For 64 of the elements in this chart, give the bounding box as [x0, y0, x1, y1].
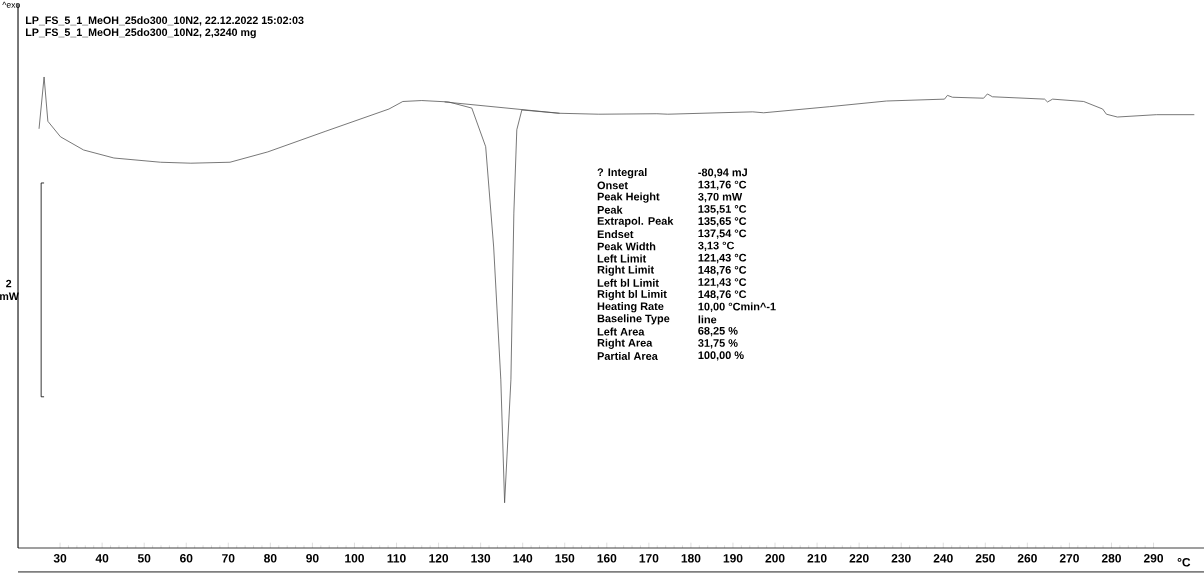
x-tick-label: 220 [849, 554, 869, 563]
annotation: Right bl Limit [597, 289, 667, 301]
chart-subtitle: LP_FS_5_1_MeOH_25do300_10N2, 2,3240 mg [25, 28, 256, 39]
x-tick-label: 70 [222, 554, 235, 563]
x-tick-label: 200 [765, 554, 785, 563]
x-tick-label: 270 [1059, 554, 1079, 563]
annotation: 3,13 °C [698, 241, 735, 251]
annotation: -80,94 mJ [698, 168, 747, 178]
x-tick-label: 120 [429, 554, 449, 563]
x-tick-label: 110 [387, 554, 406, 563]
annotation: Left Limit [597, 254, 647, 263]
annotation: 10,00 °Cmin^-1 [698, 302, 776, 313]
annotation: Left bl Limit [597, 278, 659, 287]
annotation: 148,76 °C [698, 266, 747, 276]
x-tick-label: 240 [933, 554, 953, 563]
annotation: 31,75 % [698, 339, 738, 349]
x-tick-label: 160 [597, 554, 617, 563]
annotation: 68,25 % [698, 326, 738, 337]
x-axis-title: °C [1177, 558, 1191, 567]
annotation: Right Limit [597, 265, 654, 276]
annotation: Baseline Type [597, 314, 670, 325]
text: 2 mW [0, 279, 19, 300]
text: ^exo [2, 1, 20, 8]
x-tick-label: 290 [1143, 554, 1164, 563]
annotation: 135,65 °C [698, 217, 747, 227]
x-tick-label: 170 [639, 554, 659, 563]
x-tick-label: 280 [1101, 554, 1121, 563]
annotation: Peak [597, 205, 623, 214]
annotation: Heating Rate [597, 302, 664, 313]
x-tick-label: 60 [180, 554, 193, 563]
annotation: 121,43 °C [698, 278, 747, 288]
annotation: ? Integral [597, 168, 647, 179]
x-tick-label: 90 [306, 554, 319, 563]
annotation: Endset [597, 230, 634, 239]
x-tick-label: 140 [513, 554, 533, 563]
chart-title: LP_FS_5_1_MeOH_25do300_10N2, 22.12.2022 15:02:03 [25, 16, 304, 26]
annotation: 137,54 °C [698, 229, 747, 239]
x-tick-label: 40 [95, 554, 109, 563]
annotation: Right Area [597, 338, 653, 349]
annotation: 100,00 % [698, 351, 744, 361]
annotation: Left Area [597, 327, 645, 336]
annotation: Partial Area [597, 351, 658, 360]
annotation: 121,43 °C [698, 253, 747, 264]
annotation: 135,51 °C [698, 205, 747, 215]
x-tick-label: 130 [471, 554, 491, 563]
x-tick-label: 80 [264, 554, 277, 563]
x-tick-label: 230 [891, 554, 911, 563]
annotation: Peak Width [597, 242, 656, 251]
x-tick-label: 190 [723, 554, 743, 563]
x-tick-label: 260 [1017, 554, 1037, 563]
x-tick-label: 210 [807, 554, 827, 563]
x-tick-label: 30 [53, 554, 67, 563]
x-tick-label: 100 [345, 554, 364, 563]
annotation: 131,76 °C [698, 180, 747, 191]
annotation: line [698, 315, 717, 324]
annotation: 148,76 °C [698, 290, 747, 300]
x-tick-label: 50 [137, 554, 151, 563]
annotation: Extrapol. Peak [597, 216, 674, 228]
x-tick-label: 250 [975, 554, 995, 563]
x-tick-label: 180 [681, 554, 701, 563]
annotation: Peak Height [597, 192, 660, 203]
annotation: Onset [597, 181, 628, 190]
x-tick-label: 150 [555, 554, 575, 563]
annotation: 3,70 mW [698, 192, 743, 203]
